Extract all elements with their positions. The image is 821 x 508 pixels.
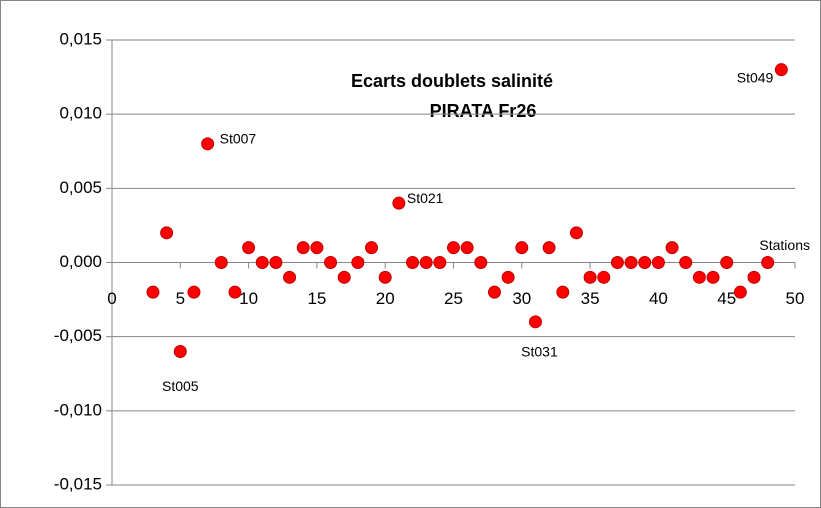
point	[747, 270, 761, 284]
x-tick-label: 35	[581, 289, 600, 308]
point	[419, 256, 433, 269]
point	[324, 256, 338, 269]
point	[392, 196, 406, 210]
point	[487, 285, 501, 299]
y-tick-label: 0,005	[59, 178, 102, 197]
x-tick-label: 0	[107, 289, 116, 308]
point	[406, 256, 420, 269]
annotation: St007	[220, 131, 257, 147]
x-tick-label: 10	[239, 289, 258, 308]
x-axis-label: Stations	[759, 237, 810, 253]
point	[474, 256, 488, 269]
x-tick-label: 45	[717, 289, 736, 308]
x-tick-label: 20	[376, 289, 395, 308]
point	[679, 256, 693, 269]
point	[610, 256, 624, 269]
annotation: St021	[407, 190, 444, 206]
point	[597, 270, 611, 284]
x-tick-label: 5	[176, 289, 185, 308]
point	[774, 63, 788, 77]
point	[651, 256, 665, 269]
point	[528, 315, 542, 329]
point	[173, 345, 187, 358]
point	[214, 256, 228, 269]
point	[515, 241, 529, 255]
point	[228, 285, 242, 299]
point	[460, 241, 474, 255]
point	[283, 270, 297, 284]
x-tick-label: 30	[512, 289, 531, 308]
chart-subtitle: PIRATA Fr26	[430, 101, 537, 121]
point	[665, 241, 679, 255]
point	[187, 285, 201, 299]
point	[583, 270, 597, 284]
point	[556, 285, 570, 299]
x-tick-label: 25	[444, 289, 463, 308]
chart-title: Ecarts doublets salinité	[351, 71, 553, 91]
y-tick-label: -0,005	[54, 326, 102, 345]
y-tick-label: 0,000	[59, 252, 102, 271]
point	[269, 256, 283, 269]
point	[624, 256, 638, 269]
point	[447, 241, 460, 255]
x-tick-label: 50	[786, 289, 805, 308]
point	[692, 270, 706, 284]
point	[733, 285, 747, 299]
point	[761, 256, 775, 269]
point	[706, 270, 720, 284]
annotation: St031	[521, 344, 558, 360]
point	[337, 270, 351, 284]
point	[433, 256, 447, 269]
point	[365, 241, 379, 255]
point	[638, 256, 652, 269]
annotation: St049	[737, 69, 774, 85]
point	[501, 270, 515, 284]
annotation: St005	[162, 378, 199, 394]
x-tick-label: 40	[649, 289, 668, 308]
point	[542, 241, 556, 255]
point	[242, 241, 256, 255]
point	[310, 241, 324, 255]
x-tick-label: 15	[307, 289, 326, 308]
point	[378, 270, 392, 284]
point	[255, 256, 269, 269]
point	[569, 226, 583, 240]
y-tick-label: 0,010	[59, 104, 102, 123]
point	[201, 137, 215, 151]
y-tick-label: -0,015	[54, 474, 102, 493]
point	[720, 256, 734, 269]
point	[351, 256, 365, 269]
y-tick-label: -0,010	[54, 400, 102, 419]
y-tick-label: 0,015	[59, 29, 102, 48]
point	[160, 226, 174, 240]
point	[146, 285, 160, 299]
point	[296, 241, 310, 255]
